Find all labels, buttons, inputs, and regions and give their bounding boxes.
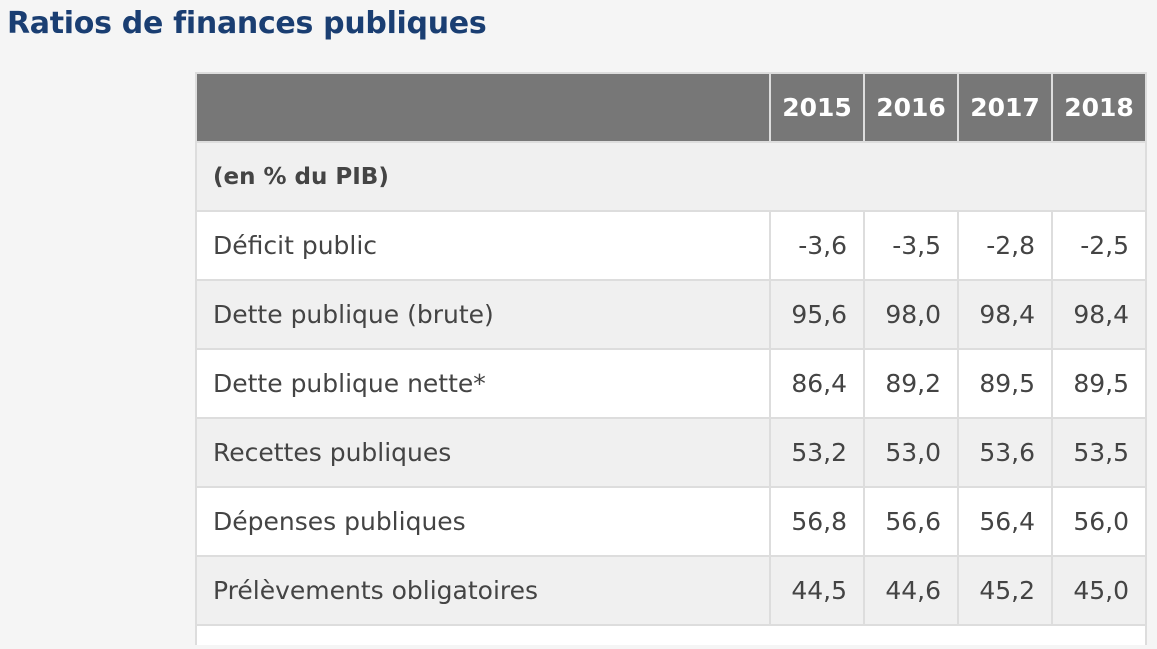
value-cell: 44,5	[769, 555, 865, 626]
table-row: Dette publique (brute) 95,6 98,0 98,4 98…	[195, 279, 1147, 350]
value-cell: 53,0	[863, 417, 959, 488]
year-header-2017: 2017	[957, 72, 1053, 143]
value-cell: 95,6	[769, 279, 865, 350]
public-finance-table: 2015 2016 2017 2018 (en % du PIB) Défici…	[195, 72, 1147, 645]
value-cell: 53,6	[957, 417, 1053, 488]
value-cell: 89,2	[863, 348, 959, 419]
section-row: (en % du PIB)	[195, 141, 1147, 212]
value-cell: 98,4	[1051, 279, 1147, 350]
value-cell: 53,5	[1051, 417, 1147, 488]
value-cell: 98,0	[863, 279, 959, 350]
value-cell: -3,5	[863, 210, 959, 281]
value-cell: 98,4	[957, 279, 1053, 350]
table-row: Prélèvements obligatoires 44,5 44,6 45,2…	[195, 555, 1147, 626]
value-cell: 86,4	[769, 348, 865, 419]
value-cell: -3,6	[769, 210, 865, 281]
row-label: Déficit public	[195, 210, 771, 281]
page-title: Ratios de finances publiques	[7, 6, 487, 41]
table-row: Dette publique nette* 86,4 89,2 89,5 89,…	[195, 348, 1147, 419]
value-cell: -2,5	[1051, 210, 1147, 281]
value-cell: -2,8	[957, 210, 1053, 281]
public-finance-table-container: 2015 2016 2017 2018 (en % du PIB) Défici…	[195, 72, 1147, 645]
row-label: Dépenses publiques	[195, 486, 771, 557]
value-cell: 56,6	[863, 486, 959, 557]
value-cell: 56,0	[1051, 486, 1147, 557]
value-cell: 44,6	[863, 555, 959, 626]
row-label: Recettes publiques	[195, 417, 771, 488]
table-header-row: 2015 2016 2017 2018	[195, 72, 1147, 143]
value-cell: 45,2	[957, 555, 1053, 626]
year-header-2018: 2018	[1051, 72, 1147, 143]
partial-row-cell	[195, 624, 1147, 645]
row-label: Prélèvements obligatoires	[195, 555, 771, 626]
row-label: Dette publique (brute)	[195, 279, 771, 350]
value-cell: 89,5	[1051, 348, 1147, 419]
value-cell: 53,2	[769, 417, 865, 488]
row-label: Dette publique nette*	[195, 348, 771, 419]
header-label-cell	[195, 72, 771, 143]
value-cell: 89,5	[957, 348, 1053, 419]
year-header-2015: 2015	[769, 72, 865, 143]
value-cell: 56,4	[957, 486, 1053, 557]
value-cell: 56,8	[769, 486, 865, 557]
table-row-partial	[195, 624, 1147, 645]
table-row: Déficit public -3,6 -3,5 -2,8 -2,5	[195, 210, 1147, 281]
table-row: Recettes publiques 53,2 53,0 53,6 53,5	[195, 417, 1147, 488]
section-label: (en % du PIB)	[195, 141, 1147, 212]
table-row: Dépenses publiques 56,8 56,6 56,4 56,0	[195, 486, 1147, 557]
value-cell: 45,0	[1051, 555, 1147, 626]
year-header-2016: 2016	[863, 72, 959, 143]
